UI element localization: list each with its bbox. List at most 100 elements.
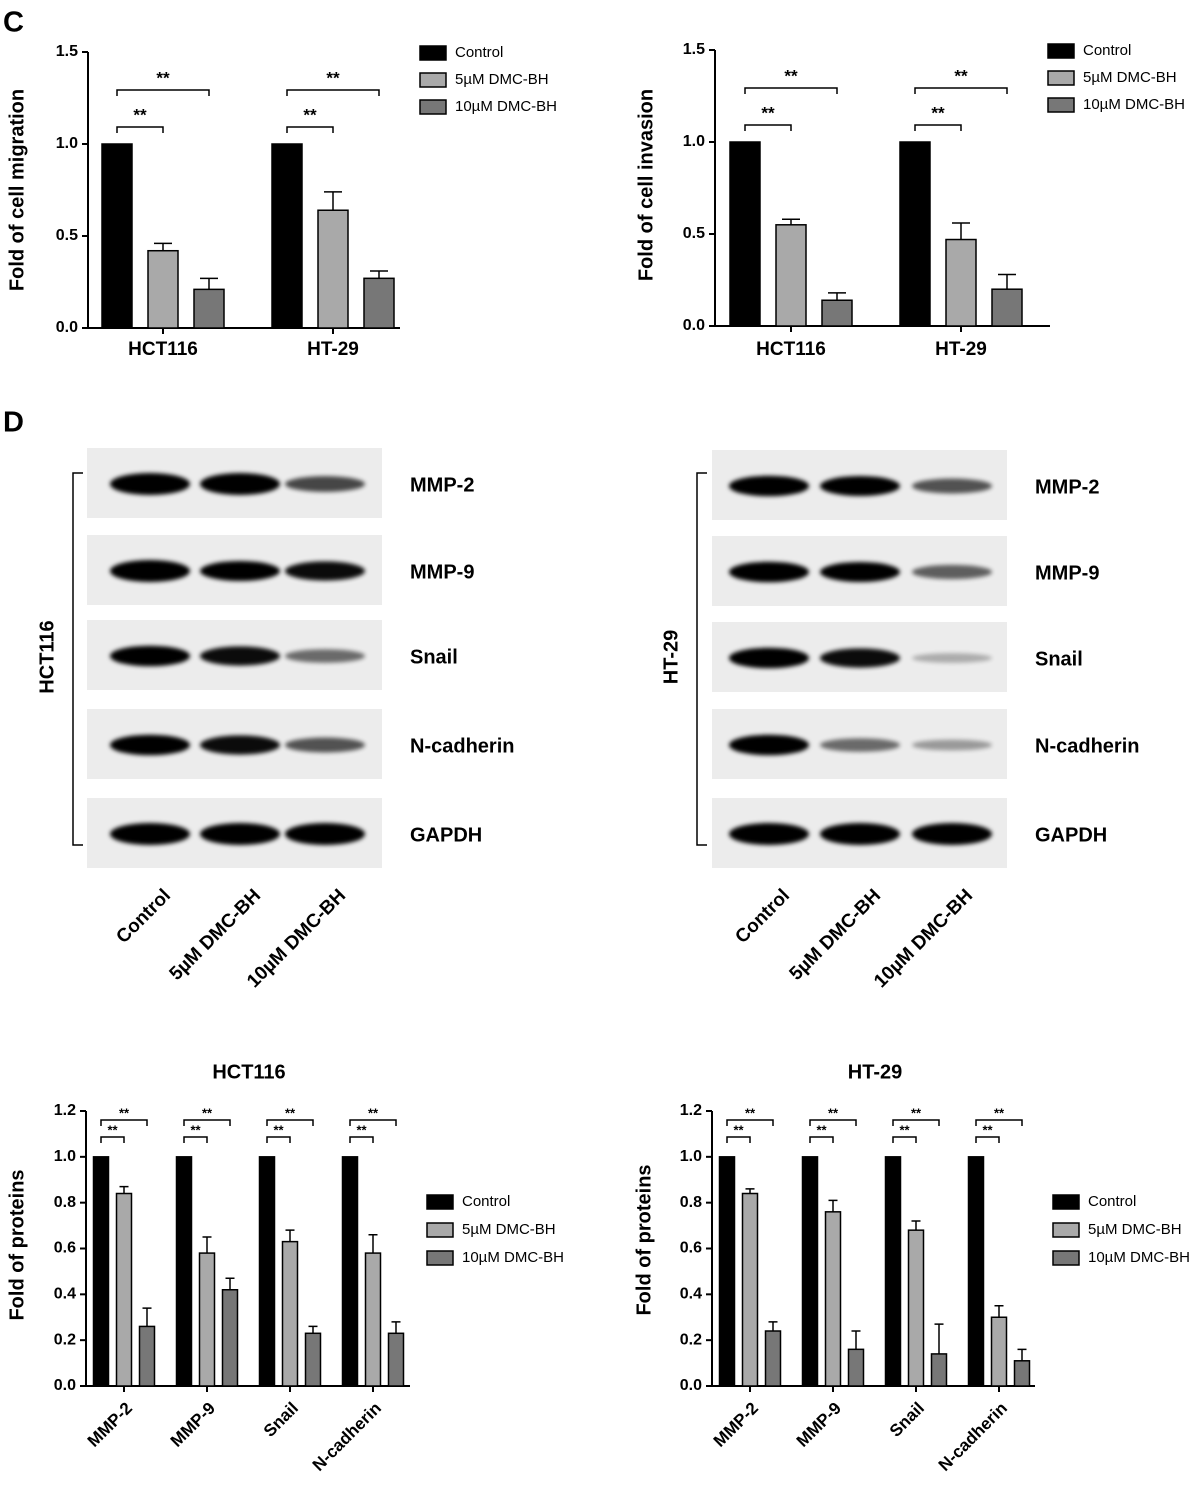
bar: [317, 209, 349, 329]
bar: [801, 1156, 819, 1387]
significance-label: **: [156, 68, 170, 87]
significance-label: **: [745, 1105, 756, 1120]
legend-label: 10µM DMC-BH: [1083, 96, 1185, 113]
significance-bracket: [266, 1136, 291, 1143]
y-axis-label: Fold of cell migration: [6, 89, 28, 291]
bar: [341, 1156, 359, 1387]
y-tick-label: 1.5: [56, 43, 78, 60]
significance-label: **: [733, 1122, 744, 1137]
significance-bracket: [349, 1136, 374, 1143]
x-tick-label: HCT116: [128, 339, 198, 360]
lane-label: 10µM DMC-BH: [870, 885, 977, 992]
bar: [907, 1229, 925, 1387]
bar: [764, 1330, 782, 1387]
legend-swatch: [1052, 1250, 1080, 1266]
significance-bracket: [100, 1119, 148, 1126]
blot-band: [912, 564, 992, 580]
error-bar: [308, 1325, 318, 1334]
blot-band: [285, 476, 365, 492]
bar: [884, 1156, 902, 1387]
bar: [198, 1252, 216, 1387]
bar: [138, 1325, 156, 1387]
blot-band: [285, 737, 365, 753]
bar: [271, 143, 303, 329]
chart-title: HT-29: [848, 1061, 902, 1083]
bar: [991, 288, 1023, 327]
legend-label: 10µM DMC-BH: [1088, 1249, 1190, 1266]
lane-label: Control: [112, 885, 175, 948]
x-tick-label: MMP-2: [84, 1399, 136, 1451]
legend-swatch: [1052, 1222, 1080, 1238]
significance-label: **: [828, 1105, 839, 1120]
significance-bracket: [726, 1136, 751, 1143]
protein-label: Snail: [410, 646, 458, 668]
significance-label: **: [816, 1122, 827, 1137]
legend-swatch: [426, 1194, 454, 1210]
blot-band: [820, 648, 900, 668]
error-bar: [782, 218, 800, 225]
x-tick-label: MMP-9: [167, 1399, 219, 1451]
y-axis-label: Fold of proteins: [6, 1169, 28, 1320]
legend-label: Control: [1088, 1193, 1136, 1210]
bar: [729, 141, 761, 327]
error-bar: [828, 1199, 838, 1212]
significance-bracket: [116, 89, 210, 96]
blot-band: [820, 476, 900, 496]
legend-swatch: [419, 72, 447, 88]
x-tick-label: HT-29: [307, 339, 359, 360]
y-tick-label: 1.5: [683, 41, 705, 58]
legend-label: 10µM DMC-BH: [462, 1249, 564, 1266]
significance-label: **: [954, 66, 968, 85]
y-tick-label: 0.2: [680, 1331, 702, 1348]
legend-label: 5µM DMC-BH: [455, 71, 549, 88]
error-bar: [200, 277, 218, 290]
x-tick-label: MMP-2: [710, 1399, 762, 1451]
significance-label: **: [326, 68, 340, 87]
significance-label: **: [107, 1122, 118, 1137]
y-tick-label: 0.0: [56, 319, 78, 336]
legend-label: Control: [462, 1193, 510, 1210]
blot-band: [110, 645, 190, 667]
significance-bracket: [116, 126, 164, 133]
protein-label: MMP-9: [1035, 562, 1099, 584]
blot-band: [729, 475, 809, 497]
y-tick-label: 0.8: [680, 1194, 702, 1211]
blot-band: [200, 473, 280, 495]
y-tick-label: 0.0: [680, 1377, 702, 1394]
blot-band: [729, 647, 809, 669]
significance-bracket: [266, 1119, 314, 1126]
legend-swatch: [1052, 1194, 1080, 1210]
cell-line-label: HCT116: [36, 620, 58, 693]
significance-label: **: [285, 1105, 296, 1120]
error-bar: [851, 1330, 861, 1350]
significance-bracket: [286, 126, 334, 133]
blot-band: [200, 735, 280, 755]
blot-band: [912, 739, 992, 751]
x-tick-label: Snail: [260, 1399, 302, 1441]
blot-band: [200, 561, 280, 581]
bar: [847, 1348, 865, 1387]
significance-bracket: [975, 1136, 1000, 1143]
bar: [718, 1156, 736, 1387]
x-tick-label: N-cadherin: [935, 1399, 1011, 1475]
error-bar: [119, 1185, 129, 1194]
significance-bracket: [349, 1119, 397, 1126]
y-tick-label: 1.0: [680, 1148, 702, 1165]
y-tick-label: 0.8: [54, 1194, 76, 1211]
blot-band: [820, 738, 900, 752]
chart-title: HCT116: [212, 1061, 285, 1083]
bar: [364, 1252, 382, 1387]
legend-swatch: [419, 45, 447, 61]
bar: [221, 1289, 239, 1387]
bar: [363, 277, 395, 329]
error-bar: [745, 1188, 755, 1194]
blot-band: [285, 561, 365, 581]
blot-band: [110, 823, 190, 845]
blot-bracket: [72, 472, 83, 846]
legend-swatch: [1047, 43, 1075, 59]
y-tick-label: 0.0: [54, 1377, 76, 1394]
bar: [899, 141, 931, 327]
y-tick-label: 0.6: [54, 1240, 76, 1257]
significance-label: **: [911, 1105, 922, 1120]
blot-band: [820, 823, 900, 845]
